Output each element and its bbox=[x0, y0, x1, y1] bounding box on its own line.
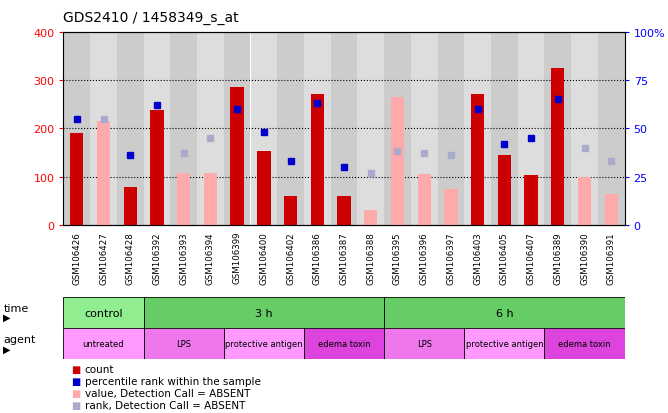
Text: 6 h: 6 h bbox=[496, 308, 513, 318]
Text: protective antigen: protective antigen bbox=[466, 339, 543, 348]
Bar bbox=[144, 297, 384, 328]
Bar bbox=[230, 88, 244, 225]
Text: LPS: LPS bbox=[176, 339, 191, 348]
Bar bbox=[224, 328, 304, 359]
Bar bbox=[364, 211, 377, 225]
Bar bbox=[90, 33, 117, 225]
Bar bbox=[384, 297, 625, 328]
Bar bbox=[63, 328, 144, 359]
Text: ▶: ▶ bbox=[3, 313, 11, 323]
Text: ■: ■ bbox=[71, 364, 81, 374]
Bar bbox=[337, 196, 351, 225]
Bar bbox=[411, 33, 438, 225]
Bar bbox=[571, 33, 598, 225]
Bar bbox=[491, 33, 518, 225]
Bar bbox=[177, 173, 190, 225]
Text: agent: agent bbox=[3, 334, 35, 344]
Bar bbox=[471, 95, 484, 225]
Bar bbox=[598, 33, 625, 225]
Text: untreated: untreated bbox=[83, 339, 124, 348]
Bar bbox=[391, 98, 404, 225]
Text: protective antigen: protective antigen bbox=[225, 339, 303, 348]
Text: edema toxin: edema toxin bbox=[318, 339, 370, 348]
Bar bbox=[304, 328, 384, 359]
Bar bbox=[70, 134, 84, 225]
Text: rank, Detection Call = ABSENT: rank, Detection Call = ABSENT bbox=[85, 400, 245, 410]
Bar bbox=[464, 328, 544, 359]
Text: LPS: LPS bbox=[417, 339, 432, 348]
Bar bbox=[170, 33, 197, 225]
Text: ■: ■ bbox=[71, 388, 81, 398]
Text: value, Detection Call = ABSENT: value, Detection Call = ABSENT bbox=[85, 388, 250, 398]
Bar bbox=[444, 190, 458, 225]
Bar bbox=[438, 33, 464, 225]
Bar bbox=[250, 33, 277, 225]
Bar bbox=[357, 33, 384, 225]
Bar bbox=[578, 178, 591, 225]
Text: ■: ■ bbox=[71, 400, 81, 410]
Bar bbox=[284, 196, 297, 225]
Bar bbox=[204, 173, 217, 225]
Bar bbox=[124, 188, 137, 225]
Bar bbox=[144, 33, 170, 225]
Bar bbox=[518, 33, 544, 225]
Text: control: control bbox=[84, 308, 123, 318]
Bar bbox=[605, 195, 618, 225]
Text: ■: ■ bbox=[71, 376, 81, 386]
Text: edema toxin: edema toxin bbox=[558, 339, 611, 348]
Bar bbox=[277, 33, 304, 225]
Bar bbox=[150, 111, 164, 225]
Bar bbox=[197, 33, 224, 225]
Bar bbox=[311, 95, 324, 225]
Text: 3 h: 3 h bbox=[255, 308, 273, 318]
Bar bbox=[97, 122, 110, 225]
Bar bbox=[384, 33, 411, 225]
Bar bbox=[331, 33, 357, 225]
Bar bbox=[117, 33, 144, 225]
Bar bbox=[304, 33, 331, 225]
Text: GDS2410 / 1458349_s_at: GDS2410 / 1458349_s_at bbox=[63, 11, 239, 25]
Text: percentile rank within the sample: percentile rank within the sample bbox=[85, 376, 261, 386]
Bar bbox=[384, 328, 464, 359]
Text: count: count bbox=[85, 364, 114, 374]
Bar bbox=[464, 33, 491, 225]
Bar bbox=[544, 328, 625, 359]
Bar bbox=[63, 297, 144, 328]
Bar bbox=[63, 33, 90, 225]
Bar bbox=[144, 328, 224, 359]
Bar bbox=[544, 33, 571, 225]
Bar bbox=[257, 152, 271, 225]
Bar bbox=[524, 176, 538, 225]
Bar bbox=[551, 69, 564, 225]
Text: ▶: ▶ bbox=[3, 344, 11, 354]
Bar bbox=[224, 33, 250, 225]
Bar bbox=[498, 155, 511, 225]
Bar bbox=[418, 175, 431, 225]
Text: time: time bbox=[3, 303, 29, 313]
